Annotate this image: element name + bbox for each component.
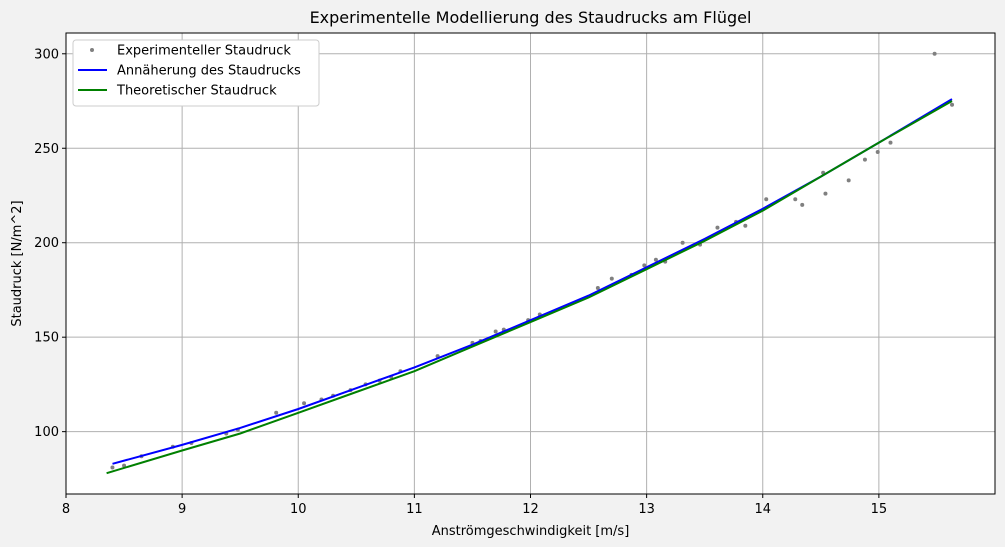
- legend-box: [72, 39, 320, 107]
- x-tick-label: 8: [62, 502, 70, 517]
- data-point: [764, 197, 769, 202]
- x-tick-label: 15: [871, 502, 888, 517]
- x-axis-label: Anströmgeschwindigkeit [m/s]: [432, 524, 630, 539]
- legend-label: Annäherung des Staudrucks: [117, 64, 301, 79]
- x-tick-label: 10: [290, 502, 307, 517]
- data-point: [800, 202, 805, 207]
- x-tick-label: 13: [638, 502, 655, 517]
- x-tick-label: 12: [522, 502, 539, 517]
- data-point: [715, 225, 720, 230]
- data-point: [823, 191, 828, 196]
- y-tick-label: 200: [34, 236, 59, 251]
- data-point: [793, 197, 798, 202]
- data-point: [642, 263, 647, 268]
- data-point: [932, 51, 937, 56]
- data-point: [595, 286, 600, 291]
- chart-title: Experimentelle Modellierung des Staudruc…: [310, 8, 752, 27]
- y-tick-label: 300: [34, 47, 59, 62]
- legend: Experimenteller Staudruck Annäherung des …: [72, 39, 320, 107]
- series-layer: [106, 51, 955, 475]
- data-point: [302, 401, 307, 406]
- y-axis-label: Staudruck [N/m^2]: [10, 200, 25, 326]
- y-tick-label: 250: [34, 142, 59, 157]
- x-tick-label: 14: [754, 502, 771, 517]
- data-point: [274, 410, 279, 415]
- data-point: [493, 329, 498, 334]
- data-point: [846, 178, 851, 183]
- y-tick-label: 100: [34, 425, 59, 440]
- legend-label: Theoretischer Staudruck: [116, 84, 277, 99]
- data-point: [862, 157, 867, 162]
- data-point: [875, 150, 880, 155]
- data-point: [653, 257, 658, 262]
- series-line: [106, 100, 953, 475]
- y-tick-label: 150: [34, 331, 59, 346]
- legend-marker: [90, 48, 94, 52]
- axis-ticks: 8 9 10 11 12 13 14 15 100 150 200 250 300: [34, 47, 887, 517]
- data-point: [680, 240, 685, 245]
- x-tick-label: 9: [178, 502, 186, 517]
- data-point: [609, 276, 614, 281]
- x-tick-label: 11: [406, 502, 423, 517]
- data-point: [110, 465, 115, 470]
- data-point: [888, 140, 893, 145]
- data-point: [950, 102, 955, 107]
- legend-label: Experimenteller Staudruck: [117, 44, 291, 59]
- data-point: [743, 223, 748, 228]
